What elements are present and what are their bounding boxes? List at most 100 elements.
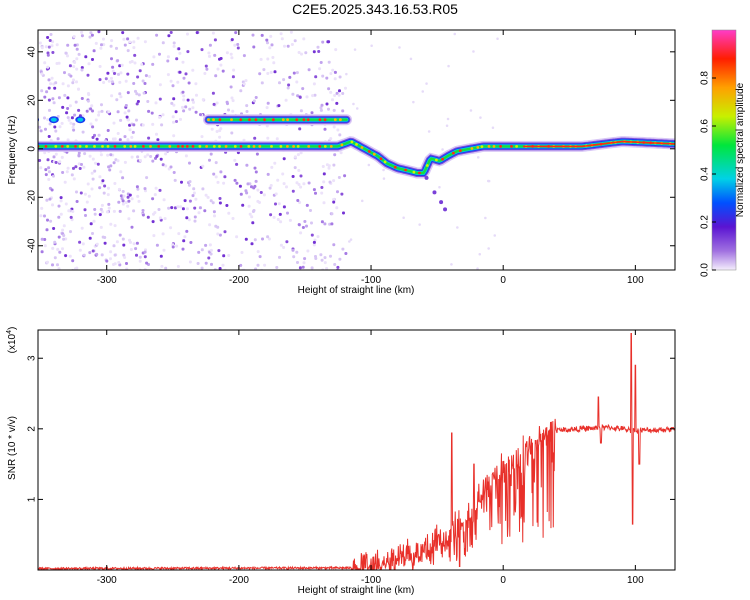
main-frequency-line-peak <box>367 150 371 153</box>
main-frequency-line-peak <box>185 145 189 148</box>
noise-speck <box>283 44 286 48</box>
main-frequency-line-peak <box>296 145 300 148</box>
noise-speck <box>275 266 279 269</box>
main-frequency-line-peak <box>74 145 77 148</box>
noise-speck <box>160 264 164 268</box>
noise-speck <box>107 79 111 83</box>
noise-speck <box>293 39 297 43</box>
noise-speck <box>66 96 70 100</box>
noise-speck <box>245 163 249 167</box>
noise-speck <box>143 187 147 191</box>
noise-speck <box>112 209 116 213</box>
noise-speck <box>299 151 303 155</box>
noise-speck <box>141 79 145 83</box>
noise-speck <box>316 45 320 49</box>
main-frequency-line-peak <box>247 145 251 148</box>
noise-speck <box>116 110 120 114</box>
noise-speck <box>54 81 58 85</box>
noise-speck <box>254 96 258 99</box>
noise-speck <box>166 73 170 77</box>
main-frequency-line-peak <box>142 145 145 148</box>
noise-speck <box>61 105 65 109</box>
noise-speck <box>218 197 222 200</box>
noise-speck <box>119 95 123 99</box>
noise-speck <box>305 95 309 99</box>
noise-speck <box>94 41 98 45</box>
noise-speck <box>233 43 237 47</box>
noise-speck <box>382 177 386 180</box>
noise-speck <box>196 262 200 265</box>
noise-speck <box>337 93 341 97</box>
noise-speck <box>487 247 490 250</box>
noise-speck <box>40 250 44 254</box>
y-tick-label: 40 <box>27 46 38 58</box>
main-frequency-line-peak <box>418 171 421 175</box>
noise-speck <box>182 76 186 80</box>
noise-speck <box>236 46 240 50</box>
noise-speck <box>116 132 120 135</box>
noise-speck <box>305 224 308 228</box>
noise-speck <box>50 188 54 192</box>
noise-speck <box>239 192 243 196</box>
noise-speck <box>136 187 140 191</box>
noise-speck <box>251 221 255 225</box>
noise-speck <box>332 163 336 167</box>
noise-speck <box>177 232 181 236</box>
noise-speck <box>194 82 198 86</box>
noise-speck <box>106 129 110 132</box>
noise-speck <box>167 34 171 38</box>
noise-speck <box>258 72 262 76</box>
noise-speck <box>335 101 339 105</box>
noise-speck <box>77 151 81 155</box>
noise-speck <box>87 92 90 95</box>
noise-speck <box>143 82 147 85</box>
noise-speck <box>259 57 263 61</box>
noise-speck <box>49 33 53 36</box>
noise-speck <box>138 259 142 263</box>
noise-speck <box>125 115 129 119</box>
noise-speck <box>110 39 114 43</box>
noise-speck <box>151 122 155 126</box>
noise-speck <box>255 152 259 156</box>
noise-speck <box>293 166 297 170</box>
main-frequency-line-peak <box>270 145 273 148</box>
noise-speck <box>320 220 324 224</box>
noise-speck <box>80 97 84 100</box>
spectrogram-y-axis: -40 -20 0 20 40 <box>27 46 675 253</box>
noise-speck <box>56 137 60 141</box>
noise-speck <box>302 182 306 186</box>
main-frequency-line-peak <box>318 145 322 148</box>
noise-speck <box>51 203 54 207</box>
noise-speck <box>175 57 179 61</box>
noise-speck <box>327 87 331 91</box>
noise-speck <box>40 89 44 93</box>
secondary-line-blob <box>48 116 59 124</box>
noise-speck <box>342 211 345 215</box>
main-frequency-line-peak <box>78 145 82 148</box>
noise-speck <box>320 191 324 195</box>
noise-speck <box>128 128 132 132</box>
noise-speck <box>115 240 119 244</box>
noise-speck <box>73 113 77 117</box>
noise-speck <box>266 72 270 75</box>
noise-speck <box>77 153 81 157</box>
noise-speck <box>266 41 269 45</box>
noise-speck <box>213 53 217 57</box>
noise-speck <box>78 240 82 244</box>
noise-speck <box>132 209 136 213</box>
noise-speck <box>286 86 290 90</box>
noise-speck <box>127 199 131 203</box>
noise-speck <box>288 218 292 222</box>
noise-speck <box>102 37 105 41</box>
noise-speck <box>170 206 174 210</box>
noise-speck <box>200 135 204 139</box>
noise-speck <box>211 31 215 35</box>
noise-speck <box>333 70 337 74</box>
noise-speck <box>40 237 44 241</box>
noise-speck <box>327 166 331 170</box>
noise-speck <box>169 165 173 169</box>
noise-speck <box>327 60 331 64</box>
noise-speck <box>66 107 70 110</box>
snr-frame <box>37 329 676 571</box>
noise-speck <box>57 267 61 270</box>
